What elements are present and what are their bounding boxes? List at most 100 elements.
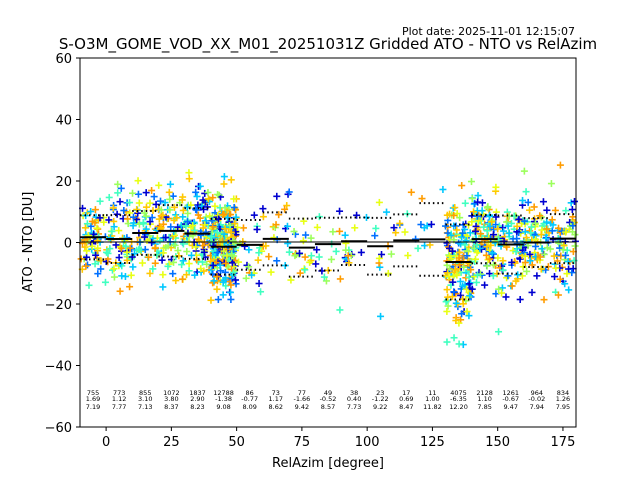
bin-mean-label: 1.12 <box>112 395 126 403</box>
bin-mean-label: -0.77 <box>241 395 258 403</box>
scatter-point <box>191 271 199 279</box>
scatter-point <box>522 234 530 242</box>
scatter-point <box>109 204 117 212</box>
scatter-point <box>414 244 422 252</box>
y-axis-label: ATO - NTO [DU] <box>21 192 36 293</box>
scatter-point <box>495 285 503 293</box>
scatter-point <box>468 195 476 203</box>
scatter-point <box>342 246 350 254</box>
scatter-point <box>235 258 243 266</box>
scatter-point <box>162 233 170 241</box>
scatter-point <box>213 228 221 236</box>
scatter-point <box>182 222 190 230</box>
scatter-point <box>490 261 498 269</box>
bin-mean-label: -0.02 <box>528 395 545 403</box>
scatter-point <box>159 220 167 228</box>
scatter-point <box>550 252 558 260</box>
scatter-point <box>485 212 493 220</box>
scatter-point <box>114 180 122 188</box>
bin-mean-label: -1.22 <box>372 395 389 403</box>
scatter-point <box>527 223 535 231</box>
scatter-point <box>196 182 204 190</box>
scatter-point <box>537 265 545 273</box>
scatter-point <box>439 185 447 193</box>
scatter-point <box>105 216 113 224</box>
scatter-point <box>272 221 280 229</box>
scatter-point <box>170 258 178 266</box>
scatter-point <box>200 248 208 256</box>
bin-count-label: 755 <box>87 389 99 397</box>
scatter-point <box>123 248 131 256</box>
bin-std-label: 9.22 <box>373 403 387 411</box>
scatter-point <box>481 281 489 289</box>
scatter-point <box>455 254 463 262</box>
scatter-point <box>544 263 552 271</box>
scatter-point <box>83 247 91 255</box>
scatter-point <box>193 192 201 200</box>
scatter-point <box>554 291 562 299</box>
chart-title: S-O3M_GOME_VOD_XX_M01_20251031Z Gridded … <box>59 35 597 54</box>
scatter-point <box>83 220 91 228</box>
bin-mean-label: 1.26 <box>556 395 570 403</box>
scatter-point <box>526 250 534 258</box>
scatter-point <box>230 203 238 211</box>
y-tick-label: −40 <box>45 360 72 375</box>
scatter-point <box>222 259 230 267</box>
scatter-point <box>148 239 156 247</box>
scatter-point <box>473 271 481 279</box>
scatter-point <box>474 192 482 200</box>
scatter-point <box>94 244 102 252</box>
scatter-point <box>97 265 105 273</box>
scatter-point <box>455 340 463 348</box>
scatter-point <box>341 231 349 239</box>
y-tick-label: 20 <box>55 175 72 190</box>
scatter-point <box>230 195 238 203</box>
scatter-point <box>273 257 281 265</box>
scatter-point <box>166 180 174 188</box>
scatter-point <box>500 227 508 235</box>
scatter-point <box>526 206 534 214</box>
scatter-point <box>471 255 479 263</box>
scatter-point <box>141 246 149 254</box>
scatter-point <box>190 218 198 226</box>
scatter-point <box>142 225 150 233</box>
scatter-point <box>299 237 307 245</box>
scatter-point <box>265 253 273 261</box>
scatter-point <box>450 288 458 296</box>
scatter-point <box>224 214 232 222</box>
scatter-point <box>185 175 193 183</box>
scatter-point <box>540 250 548 258</box>
scatter-point <box>231 220 239 228</box>
scatter-point <box>214 190 222 198</box>
scatter-point <box>537 231 545 239</box>
scatter-point <box>427 220 435 228</box>
scatter-point <box>243 261 251 269</box>
scatter-point <box>226 288 234 296</box>
scatter-point <box>262 242 270 250</box>
scatter-point <box>449 278 457 286</box>
scatter-point <box>96 197 104 205</box>
scatter-point <box>110 265 118 273</box>
scatter-points <box>77 161 579 349</box>
scatter-point <box>466 292 474 300</box>
scatter-point <box>462 237 470 245</box>
scatter-point <box>129 213 137 221</box>
scatter-point <box>571 242 579 250</box>
scatter-point <box>315 213 323 221</box>
scatter-point <box>151 259 159 267</box>
scatter-point <box>490 250 498 258</box>
scatter-point <box>570 257 578 265</box>
scatter-point <box>483 227 491 235</box>
scatter-point <box>118 272 126 280</box>
scatter-point <box>164 262 172 270</box>
scatter-point <box>489 231 497 239</box>
scatter-point <box>377 312 385 320</box>
bin-std-label: 8.09 <box>242 403 256 411</box>
scatter-point <box>447 232 455 240</box>
scatter-point <box>142 203 150 211</box>
scatter-point <box>353 211 361 219</box>
scatter-point <box>444 269 452 277</box>
bin-std-label: 12.20 <box>449 403 468 411</box>
scatter-point <box>193 256 201 264</box>
scatter-point <box>476 244 484 252</box>
